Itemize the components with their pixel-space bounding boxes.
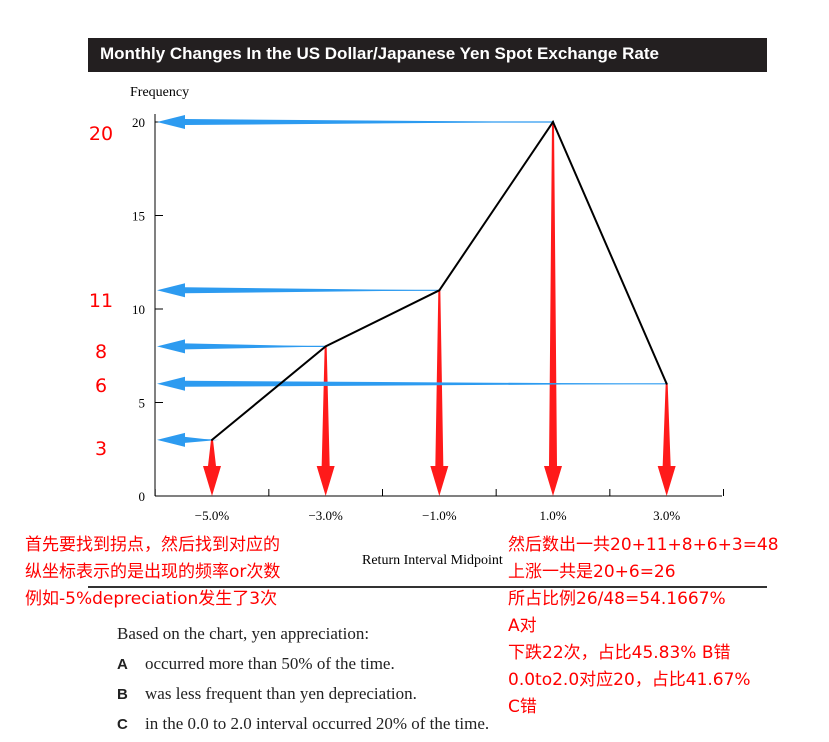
divider	[88, 586, 767, 588]
right-notes: 然后数出一共20+11+8+6+3=48 上涨一共是20+6=26 所占比例26…	[508, 532, 779, 721]
red-arrow	[316, 346, 335, 496]
y-tick-label: 10	[132, 302, 145, 317]
x-tick-label: −1.0%	[422, 508, 457, 523]
value-label: 11	[89, 290, 113, 312]
value-label: 6	[95, 375, 107, 397]
data-point	[552, 121, 554, 123]
axes: 0 5 10 15 20 −5.0% −3.0% −1.0% 1.0% 3.0%	[132, 114, 724, 523]
note-line: 例如-5%depreciation发生了3次	[25, 589, 278, 609]
note-line: 纵坐标表示的是出现的频率or次数	[25, 562, 281, 582]
y-axis-label: Frequency	[130, 85, 189, 100]
x-tick-label: −3.0%	[308, 508, 343, 523]
note-line: 然后数出一共20+11+8+6+3=48	[508, 535, 779, 555]
x-tick-label: −5.0%	[195, 508, 230, 523]
chart-title: Monthly Changes In the US Dollar/Japanes…	[100, 44, 659, 63]
note-line: A对	[508, 616, 537, 636]
option-letter: A	[117, 656, 128, 673]
left-notes: 首先要找到拐点，然后找到对应的 纵坐标表示的是出现的频率or次数 例如-5%de…	[25, 532, 280, 613]
note-line: C错	[508, 697, 537, 717]
red-arrow	[657, 383, 676, 496]
x-axis-label: Return Interval Midpoint	[362, 553, 503, 568]
note-line: 0.0to2.0对应20，占比41.67%	[508, 670, 751, 690]
note-line: 所占比例26/48=54.1667%	[508, 589, 726, 609]
data-point	[211, 438, 213, 441]
x-tick-label: 1.0%	[539, 508, 566, 523]
note-line: 首先要找到拐点，然后找到对应的	[25, 535, 280, 555]
data-point	[438, 289, 441, 292]
red-arrow	[430, 290, 449, 496]
series-line	[211, 119, 668, 441]
option-text: in the 0.0 to 2.0 interval occurred 20% …	[145, 714, 490, 733]
question-stem: Based on the chart, yen appreciation:	[117, 624, 370, 643]
option-letter: B	[117, 686, 128, 703]
y-tick-label: 5	[139, 396, 146, 411]
annotation-arrows: 20 11 8 6 3	[89, 115, 676, 496]
option-text: was less frequent than yen depreciation.	[145, 684, 417, 703]
data-point	[324, 345, 327, 348]
y-tick-label: 20	[132, 115, 145, 130]
value-label: 20	[89, 123, 113, 145]
value-label: 3	[95, 438, 107, 460]
red-arrow	[203, 439, 221, 496]
red-arrow	[544, 122, 562, 496]
x-tick-label: 3.0%	[653, 508, 680, 523]
y-tick-label: 15	[132, 209, 145, 224]
option-text: occurred more than 50% of the time.	[145, 654, 395, 673]
note-line: 上涨一共是20+6=26	[508, 562, 676, 582]
data-point	[665, 382, 668, 385]
chart-title-bar: Monthly Changes In the US Dollar/Japanes…	[88, 38, 767, 72]
y-tick-label: 0	[139, 489, 146, 504]
note-line: 下跌22次，占比45.83% B错	[508, 643, 731, 663]
value-label: 8	[95, 341, 107, 363]
option-letter: C	[117, 716, 128, 733]
